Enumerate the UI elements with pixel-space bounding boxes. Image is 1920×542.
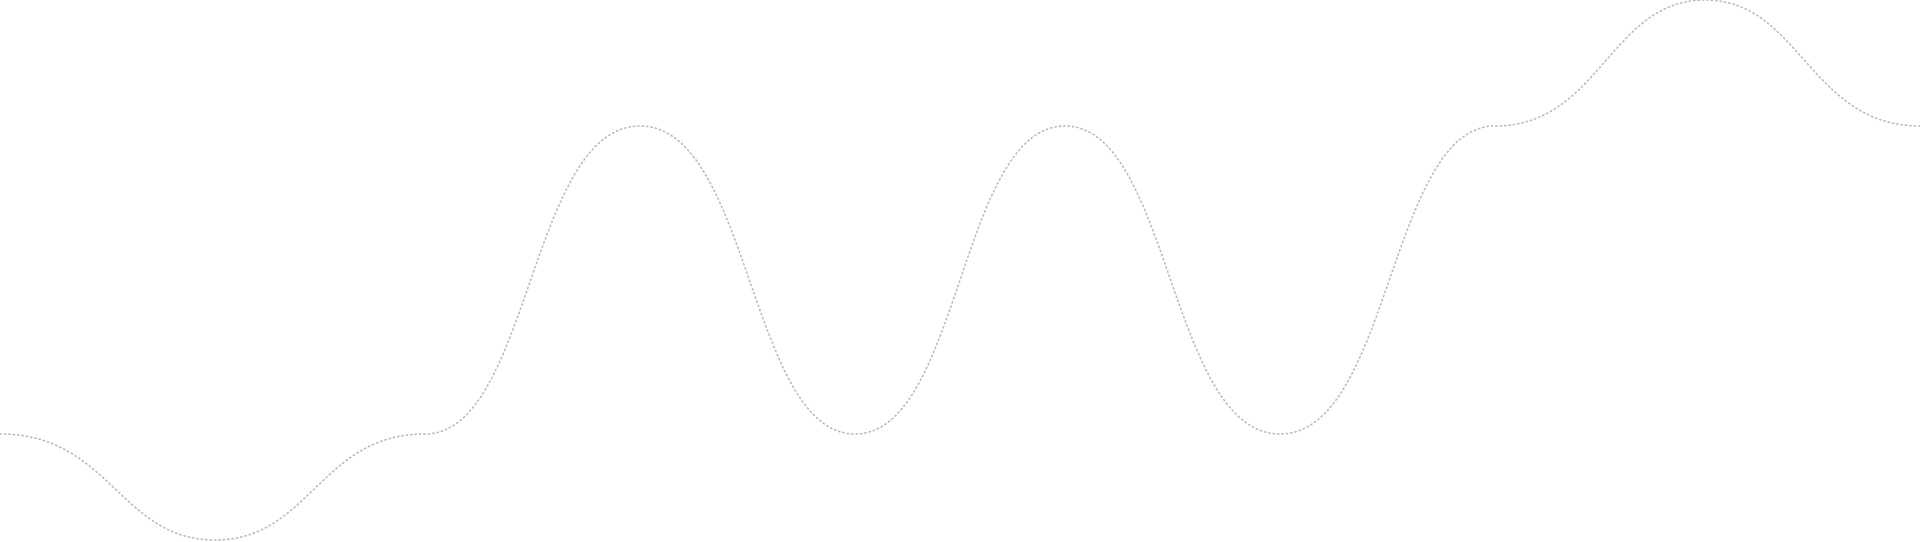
dotted-wave-path [0, 0, 1920, 541]
dotted-wave-graphic [0, 0, 1920, 541]
decorative-canvas [0, 0, 1920, 541]
